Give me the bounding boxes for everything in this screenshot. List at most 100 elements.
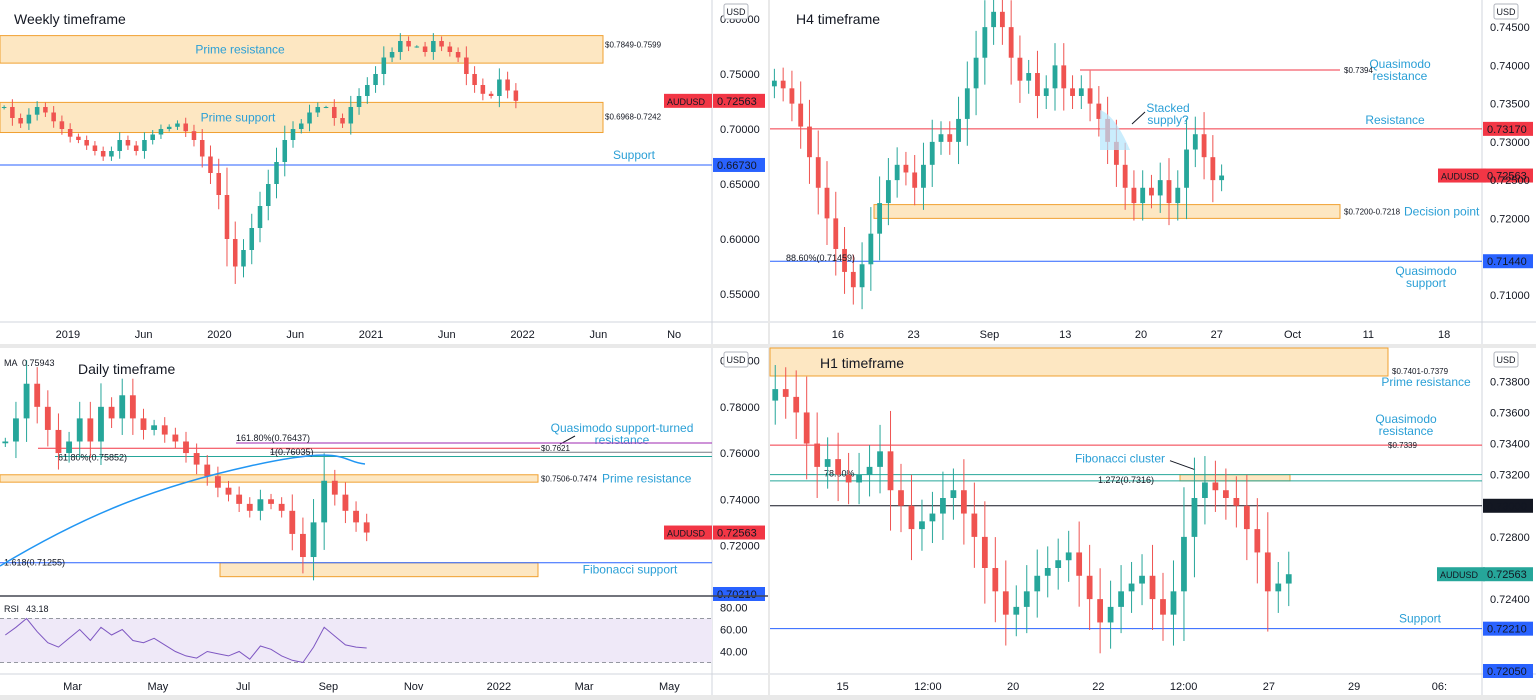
daily-candle-body <box>44 406 51 430</box>
weekly-candle-body <box>158 129 164 135</box>
h4-instrument-badge-box <box>1438 168 1486 183</box>
weekly-candle-body <box>18 118 23 124</box>
weekly-candle-body <box>472 74 477 85</box>
h1-y-tick-label: 0.73400 <box>1490 439 1530 451</box>
daily-rsi-tick: 60.00 <box>720 625 748 637</box>
daily-y-tick-label: 0.78000 <box>720 402 760 414</box>
weekly-y-tick-label: 0.65000 <box>720 179 760 191</box>
daily-candle-body <box>246 503 253 511</box>
h1-resistance-badge: 0.73000 <box>1487 501 1527 513</box>
h1-candle-body <box>1170 591 1177 615</box>
h4-candle-body <box>868 233 874 265</box>
h1-candle-body <box>1149 575 1156 600</box>
weekly-candle-body <box>109 151 114 157</box>
weekly-candle-body <box>224 195 230 239</box>
weekly-x-tick-label: 2020 <box>207 329 231 341</box>
weekly-x-tick-label: 2021 <box>359 329 383 341</box>
h4-candle-body <box>1070 88 1075 96</box>
weekly-candle-body <box>307 112 312 124</box>
daily-currency-badge: USD <box>726 355 746 365</box>
h4-y-tick-label: 0.73000 <box>1490 137 1530 149</box>
h1-candle-body <box>1118 591 1124 607</box>
daily-candle-body <box>119 395 126 419</box>
h1-fib-1272-label: 1.272(0.7316) <box>1098 475 1154 485</box>
weekly-candle-body <box>422 46 428 52</box>
h1-fibonacci-cluster-label: Fibonacci cluster <box>1075 452 1165 466</box>
daily-x-tick-label: Nov <box>404 681 424 693</box>
h1-candle-body <box>814 443 821 467</box>
h4-candle-body <box>1043 88 1049 96</box>
daily-panel: $0.7506-0.7474 Prime resistance Fibonacci … <box>0 348 768 696</box>
daily-x-tick-label: Sep <box>319 681 339 693</box>
h1-y-tick-label: 0.73200 <box>1490 470 1530 482</box>
weekly-candle-body <box>216 173 221 195</box>
h4-quasimodo-resistance-price: $0.7394 <box>1344 66 1373 75</box>
h4-y-tick-label: 0.73500 <box>1490 99 1530 111</box>
daily-fibonacci-support-zone <box>219 562 539 578</box>
h1-candle-body <box>793 396 800 413</box>
weekly-candle-body <box>59 121 65 129</box>
h4-candle-body <box>877 203 883 234</box>
h1-quasimodo-resistance-label: Quasimodo resistance <box>1375 412 1437 438</box>
h1-candle-body <box>929 513 936 522</box>
daily-currency-badge-box <box>723 351 749 368</box>
h1-candle-body <box>981 536 988 568</box>
daily-instrument-badge: AUDUSD <box>667 529 706 539</box>
h4-candle-body <box>956 118 961 142</box>
h1-candle-body <box>1034 575 1041 592</box>
h4-candle-body <box>1210 157 1216 181</box>
h1-bottom-badge: 0.72050 <box>1487 666 1527 678</box>
daily-fib-1618-label: 1.618(0.71255) <box>4 558 65 568</box>
h4-currency-badge-box <box>1493 3 1519 20</box>
h4-stacked-supply-arrow <box>1131 111 1146 125</box>
daily-candle-body <box>236 494 243 504</box>
h4-stacked-supply-label: Stacked supply? <box>1146 101 1189 127</box>
h4-candle-body <box>973 57 979 89</box>
daily-candle-body <box>353 510 359 523</box>
daily-candle-body <box>257 499 264 511</box>
weekly-support-badge-box <box>713 157 765 172</box>
h1-candle-body <box>1275 583 1282 592</box>
h4-x-tick-label: 16 <box>832 329 844 341</box>
h4-candle-body <box>1052 65 1058 89</box>
h1-candle-body <box>803 412 810 444</box>
h1-candle-body <box>824 459 831 467</box>
weekly-candle-body <box>249 228 255 250</box>
h4-y-tick-label: 0.74500 <box>1490 22 1530 34</box>
daily-candle-body <box>342 494 349 511</box>
h4-y-tick-label: 0.72000 <box>1490 213 1530 225</box>
weekly-candle-body <box>365 85 370 96</box>
h4-candle-body <box>1087 88 1093 104</box>
weekly-candle-body <box>290 129 296 140</box>
weekly-candle-body <box>150 134 155 140</box>
weekly-candle-body <box>488 93 494 96</box>
daily-candle-body <box>363 522 370 533</box>
weekly-instrument-badge-box <box>664 93 712 108</box>
h1-candle-body <box>1202 482 1208 498</box>
daily-candle-body <box>278 503 285 511</box>
weekly-candle-body <box>208 156 213 173</box>
h4-decision-point-zone <box>873 204 1341 219</box>
h4-fib-annotation: 88.60%(0.71459) <box>786 253 855 263</box>
daily-candle-body <box>98 406 104 442</box>
h4-price-badge: 0.72563 <box>1487 171 1527 183</box>
h1-fib-cluster-arrow <box>1169 460 1196 471</box>
h1-candle-body <box>1044 568 1051 576</box>
daily-ma-legend-name: MA <box>4 358 18 368</box>
weekly-candle-body <box>323 107 329 108</box>
weekly-price-badge: 0.72563 <box>717 96 757 108</box>
weekly-candle-body <box>241 250 246 267</box>
h4-candle-body <box>833 218 839 249</box>
h4-candle-body <box>850 271 856 288</box>
h4-currency-badge: USD <box>1496 7 1516 17</box>
daily-x-tick-label: Jul <box>236 681 250 693</box>
h4-x-tick-label: Oct <box>1284 329 1301 341</box>
weekly-candle-body <box>282 140 288 162</box>
h1-candle-body <box>1139 575 1145 584</box>
weekly-candle-body <box>513 90 519 101</box>
h1-candle-body <box>1212 482 1219 491</box>
h1-candle-body <box>908 505 915 530</box>
daily-x-tick-label: May <box>659 681 680 693</box>
weekly-currency-badge: USD <box>726 7 746 17</box>
h1-candle-body <box>898 490 904 506</box>
